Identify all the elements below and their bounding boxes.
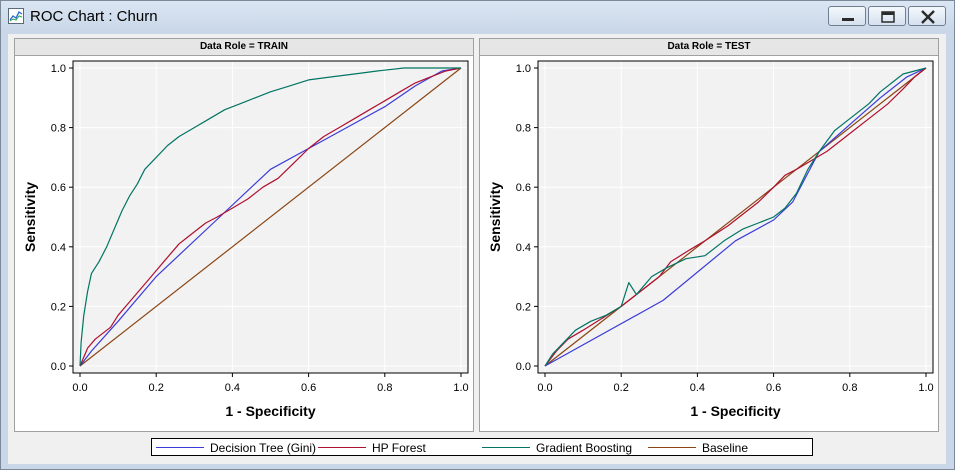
train-y-tick-label-1: 0.2 [51, 301, 66, 313]
train-series-hp-forest [79, 67, 462, 367]
train-y-tick-label-4: 0.8 [51, 123, 66, 135]
test-x-tick-label-4: 0.8 [842, 382, 857, 394]
test-x-axis-label: 1 - Specificity [690, 403, 780, 419]
test-y-tick-label-1: 0.2 [516, 301, 531, 313]
maximize-button[interactable] [868, 6, 906, 26]
minimize-icon [842, 18, 854, 21]
train-x-tick-label-0: 0.0 [72, 382, 87, 394]
legend-label-gradient-boosting: Gradient Boosting [536, 441, 633, 455]
test-series-baseline [544, 67, 927, 367]
test-series-hp-forest [544, 67, 927, 367]
test-series-gradient-boosting [544, 67, 927, 367]
minimize-button[interactable] [828, 6, 866, 26]
test-x-tick-label-3: 0.6 [766, 382, 781, 394]
test-roc-plot: 0.0 0.0 0.2 0.2 0.4 0.4 0.6 0.6 0.8 0.8 1.0 1.0 1 - … [487, 60, 934, 419]
train-y-tick-label-0: 0.0 [51, 361, 66, 373]
train-y-axis-label: Sensitivity [22, 182, 38, 252]
train-y-tick-label-3: 0.6 [51, 182, 66, 194]
legend-label-decision-tree: Decision Tree (Gini) [210, 441, 317, 455]
legend: Decision Tree (Gini) HP Forest Gradient … [151, 438, 813, 456]
test-panel: Data Role = TEST 0.0 0.0 0.2 0.2 0.4 0.4 0.6 0.… [479, 38, 939, 432]
chart-content: Data Role = TRAIN 0.0 0.0 0.2 0.2 0.4 0.4 0.6 0… [8, 34, 946, 464]
test-y-tick-label-2: 0.4 [516, 242, 531, 254]
train-x-axis-label: 1 - Specificity [225, 403, 315, 419]
test-grid [539, 62, 932, 372]
close-button[interactable] [908, 6, 946, 26]
train-x-tick-label-5: 1.0 [453, 382, 468, 394]
legend-swatch-hp-forest [318, 447, 366, 448]
window-title: ROC Chart : Churn [30, 8, 158, 25]
train-y-tick-label-2: 0.4 [51, 242, 66, 254]
title-bar[interactable]: ROC Chart : Churn [0, 0, 955, 34]
test-x-tick-label-1: 0.2 [614, 382, 629, 394]
legend-swatch-decision-tree [156, 447, 204, 448]
legend-label-hp-forest: HP Forest [372, 441, 426, 455]
legend-swatch-gradient-boosting [482, 447, 530, 448]
test-y-tick-label-5: 1.0 [516, 63, 531, 75]
train-panel-title: Data Role = TRAIN [15, 39, 473, 56]
test-x-tick-label-5: 1.0 [918, 382, 933, 394]
test-x-tick-label-0: 0.0 [537, 382, 552, 394]
test-series-decision-tree-gini [544, 67, 927, 367]
train-panel: Data Role = TRAIN 0.0 0.0 0.2 0.2 0.4 0.4 0.6 0… [14, 38, 474, 432]
test-y-tick-label-0: 0.0 [516, 361, 531, 373]
test-y-tick-label-4: 0.8 [516, 123, 531, 135]
train-roc-plot: 0.0 0.0 0.2 0.2 0.4 0.4 0.6 0.6 0.8 0.8 1.0 1.0 1 - … [22, 60, 469, 419]
train-series-decision-tree-gini [79, 67, 462, 367]
close-icon [921, 10, 935, 24]
legend-label-baseline: Baseline [702, 441, 749, 455]
train-x-tick-label-3: 0.6 [301, 382, 316, 394]
test-panel-title: Data Role = TEST [480, 39, 938, 56]
train-grid [74, 62, 467, 372]
test-x-tick-label-2: 0.4 [690, 382, 705, 394]
train-x-tick-label-2: 0.4 [225, 382, 240, 394]
train-x-tick-label-1: 0.2 [149, 382, 164, 394]
test-y-axis-label: Sensitivity [487, 182, 503, 252]
legend-swatch-baseline [648, 447, 696, 448]
train-x-tick-label-4: 0.8 [377, 382, 392, 394]
test-y-tick-label-3: 0.6 [516, 182, 531, 194]
chart-icon [8, 8, 24, 24]
train-y-tick-label-5: 1.0 [51, 63, 66, 75]
train-series-gradient-boosting [79, 67, 461, 367]
test-plot-area [537, 60, 934, 374]
restore-icon [881, 11, 895, 23]
train-series-baseline [79, 67, 462, 367]
